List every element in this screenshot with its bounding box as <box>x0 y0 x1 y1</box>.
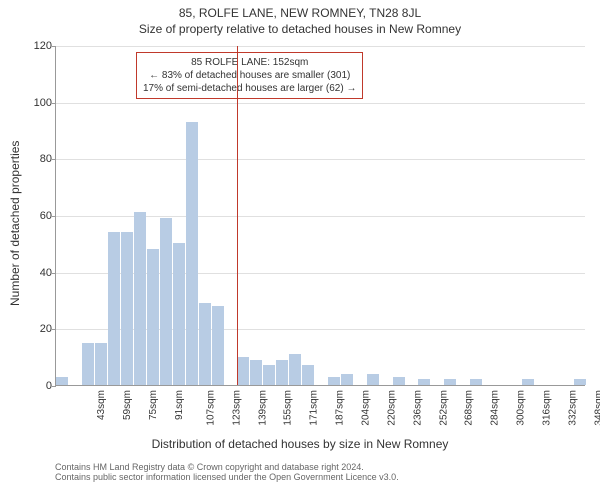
histogram-bar <box>341 374 353 385</box>
xtick-label: 75sqm <box>148 390 159 420</box>
ytick-label: 0 <box>26 380 52 392</box>
info-line-2: ← 83% of detached houses are smaller (30… <box>143 69 356 82</box>
histogram-bar <box>263 365 275 385</box>
info-line-3: 17% of semi-detached houses are larger (… <box>143 82 356 95</box>
xtick-label: 332sqm <box>567 390 578 426</box>
histogram-bar <box>134 212 146 385</box>
histogram-bar <box>147 249 159 385</box>
histogram-bar <box>212 306 224 385</box>
histogram-bar <box>444 379 456 385</box>
ytick-label: 100 <box>26 97 52 109</box>
xtick-label: 204sqm <box>361 390 372 426</box>
xtick-label: 155sqm <box>283 390 294 426</box>
histogram-bar <box>276 360 288 386</box>
marker-line <box>237 46 238 385</box>
histogram-bar <box>199 303 211 385</box>
ytick-mark <box>52 216 56 217</box>
histogram-bar <box>237 357 249 385</box>
histogram-bar <box>173 243 185 385</box>
xtick-label: 139sqm <box>257 390 268 426</box>
property-size-histogram: 85, ROLFE LANE, NEW ROMNEY, TN28 8JL Siz… <box>0 0 600 500</box>
histogram-bar <box>250 360 262 386</box>
attribution-line-1: Contains HM Land Registry data © Crown c… <box>55 462 399 472</box>
ytick-label: 60 <box>26 210 52 222</box>
y-axis-label: Number of detached properties <box>8 141 22 306</box>
xtick-label: 107sqm <box>205 390 216 426</box>
attribution: Contains HM Land Registry data © Crown c… <box>55 462 399 482</box>
xtick-label: 187sqm <box>335 390 346 426</box>
attribution-line-2: Contains public sector information licen… <box>55 472 399 482</box>
histogram-bar <box>186 122 198 386</box>
histogram-bar <box>95 343 107 386</box>
xtick-label: 123sqm <box>231 390 242 426</box>
grid-line <box>56 159 585 160</box>
histogram-bar <box>522 379 534 385</box>
histogram-bar <box>302 365 314 385</box>
histogram-bar <box>393 377 405 386</box>
xtick-label: 171sqm <box>309 390 320 426</box>
xtick-label: 316sqm <box>542 390 553 426</box>
chart-title: 85, ROLFE LANE, NEW ROMNEY, TN28 8JL <box>0 6 600 20</box>
info-line-1: 85 ROLFE LANE: 152sqm <box>143 56 356 69</box>
grid-line <box>56 46 585 47</box>
xtick-label: 284sqm <box>490 390 501 426</box>
histogram-bar <box>574 379 586 385</box>
x-axis-label: Distribution of detached houses by size … <box>0 437 600 451</box>
xtick-label: 300sqm <box>516 390 527 426</box>
ytick-mark <box>52 329 56 330</box>
histogram-bar <box>418 379 430 385</box>
histogram-bar <box>108 232 120 385</box>
histogram-bar <box>470 379 482 385</box>
histogram-bar <box>56 377 68 386</box>
xtick-label: 43sqm <box>96 390 107 420</box>
histogram-bar <box>367 374 379 385</box>
histogram-bar <box>82 343 94 386</box>
xtick-label: 268sqm <box>464 390 475 426</box>
xtick-label: 252sqm <box>438 390 449 426</box>
xtick-label: 348sqm <box>593 390 600 426</box>
ytick-mark <box>52 46 56 47</box>
grid-line <box>56 103 585 104</box>
xtick-label: 236sqm <box>412 390 423 426</box>
xtick-label: 91sqm <box>174 390 185 420</box>
histogram-bar <box>121 232 133 385</box>
chart-subtitle: Size of property relative to detached ho… <box>0 22 600 36</box>
ytick-label: 40 <box>26 267 52 279</box>
ytick-label: 120 <box>26 40 52 52</box>
histogram-bar <box>160 218 172 385</box>
ytick-label: 20 <box>26 323 52 335</box>
ytick-mark <box>52 273 56 274</box>
ytick-mark <box>52 386 56 387</box>
xtick-label: 59sqm <box>122 390 133 420</box>
ytick-mark <box>52 103 56 104</box>
histogram-bar <box>289 354 301 385</box>
plot-area: 85 ROLFE LANE: 152sqm ← 83% of detached … <box>55 46 585 386</box>
ytick-label: 80 <box>26 153 52 165</box>
marker-info-box: 85 ROLFE LANE: 152sqm ← 83% of detached … <box>136 52 363 99</box>
ytick-mark <box>52 159 56 160</box>
histogram-bar <box>328 377 340 386</box>
xtick-label: 220sqm <box>386 390 397 426</box>
